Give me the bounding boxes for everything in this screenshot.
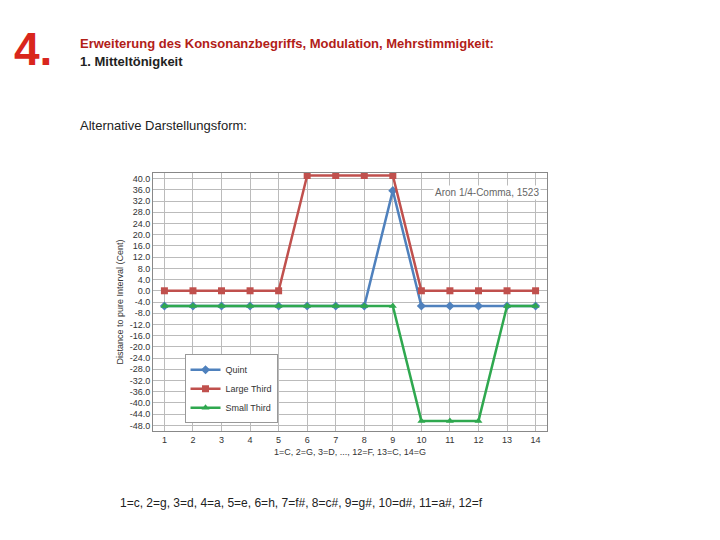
svg-text:10: 10 [416,435,426,445]
svg-text:14: 14 [531,435,541,445]
svg-text:-28.0: -28.0 [130,364,151,374]
svg-text:6: 6 [305,435,310,445]
html-text:Alternative Darstellungsform:: Alternative Darstellungsform: [80,118,247,133]
svg-text:16.0: 16.0 [133,241,151,251]
svg-text:20.0: 20.0 [133,230,151,240]
svg-text:0.0: 0.0 [138,286,151,296]
svg-text:-36.0: -36.0 [130,387,151,397]
svg-text:7: 7 [333,435,338,445]
svg-text:24.0: 24.0 [133,219,151,229]
html-text:Erweiterung des Konsonanzbegri: Erweiterung des Konsonanzbegriffs, Modul… [80,36,494,51]
svg-text:40.0: 40.0 [133,174,151,184]
svg-text:28.0: 28.0 [133,207,151,217]
svg-text:-24.0: -24.0 [130,353,151,363]
svg-text:13: 13 [502,435,512,445]
svg-text:11: 11 [445,435,454,445]
svg-text:32.0: 32.0 [133,196,151,206]
svg-text:-8.0: -8.0 [135,308,151,318]
svg-text:5: 5 [276,435,281,445]
svg-text:Small Third: Small Third [226,403,271,413]
svg-text:8.0: 8.0 [138,264,151,274]
svg-text:36.0: 36.0 [133,185,151,195]
svg-text:3: 3 [219,435,224,445]
svg-text:9: 9 [390,435,395,445]
svg-text:Large Third: Large Third [226,384,272,394]
svg-text:-48.0: -48.0 [130,421,151,431]
svg-text:Distance to pure Interval (Cen: Distance to pure Interval (Cent) [115,239,125,364]
svg-text:-40.0: -40.0 [130,398,151,408]
svg-text:-44.0: -44.0 [130,409,151,419]
html-text:1=c, 2=g, 3=d, 4=a, 5=e, 6=h,: 1=c, 2=g, 3=d, 4=a, 5=e, 6=h, 7=f#, 8=c#… [120,496,483,510]
svg-text:-32.0: -32.0 [130,376,151,386]
svg-text:12.0: 12.0 [133,252,151,262]
svg-text:-12.0: -12.0 [130,320,151,330]
html-text:4.: 4. [14,23,53,75]
svg-text:Aron 1/4-Comma, 1523: Aron 1/4-Comma, 1523 [435,187,539,198]
svg-text:4: 4 [248,435,253,445]
svg-text:1: 1 [162,435,167,445]
svg-text:-20.0: -20.0 [130,342,151,352]
svg-text:-4.0: -4.0 [135,297,151,307]
svg-text:8: 8 [362,435,367,445]
html-text:1. Mitteltönigkeit: 1. Mitteltönigkeit [80,54,183,69]
svg-text:1=C, 2=G, 3=D, ..., 12=F, 13=C: 1=C, 2=G, 3=D, ..., 12=F, 13=C, 14=G [274,447,426,457]
svg-text:4.0: 4.0 [138,275,151,285]
svg-text:12: 12 [473,435,483,445]
svg-text:2: 2 [190,435,195,445]
svg-text:Quint: Quint [226,365,248,375]
svg-text:-16.0: -16.0 [130,331,151,341]
